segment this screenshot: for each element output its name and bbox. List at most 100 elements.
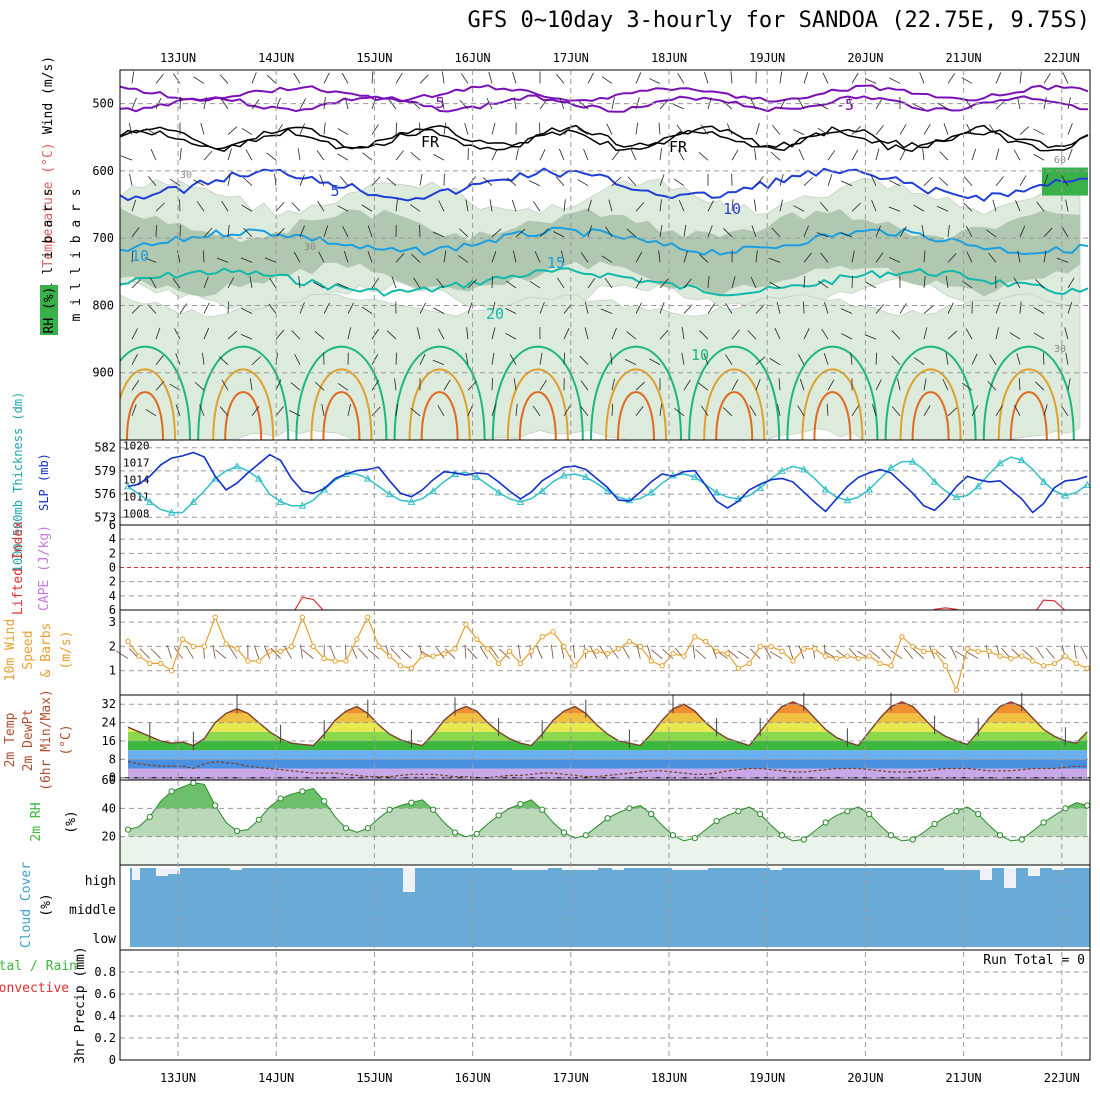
wind-barb — [1042, 352, 1045, 365]
cloud-gap — [168, 868, 180, 874]
wind-barb — [337, 383, 349, 391]
wind-barb — [241, 127, 253, 135]
wind-barb — [556, 73, 565, 84]
wind-barb — [700, 124, 709, 135]
wind10m-marker — [670, 651, 676, 657]
wind-barb — [771, 227, 781, 238]
rh2m-marker — [844, 808, 851, 815]
wind-barb — [965, 328, 973, 340]
wind-barb — [203, 227, 213, 238]
wind10m-barb — [694, 648, 706, 659]
wind-barb — [971, 405, 979, 416]
wind-barb — [563, 328, 570, 340]
wind-barb — [387, 330, 397, 340]
wind10m-marker — [365, 614, 371, 620]
wind-barb — [337, 128, 349, 135]
wind-barb — [433, 154, 445, 161]
wind-barb — [947, 302, 954, 314]
wind-barb — [872, 404, 877, 416]
temp-band — [128, 701, 1088, 705]
wind-barb — [779, 71, 783, 84]
contour-label: 5 — [330, 182, 339, 200]
wind-barb — [275, 228, 285, 238]
wind-barb — [677, 149, 685, 161]
wind10m-marker — [953, 687, 960, 693]
wind-barb — [245, 149, 253, 161]
wind-barb — [777, 403, 781, 416]
wind-barb — [203, 97, 207, 110]
wind-barb — [995, 148, 1000, 161]
wind-barb — [467, 176, 477, 186]
wind10m-barb — [263, 645, 271, 659]
rh2m-marker — [473, 830, 480, 837]
contour-diurnal-loop — [982, 345, 1075, 440]
wind-barb — [227, 330, 238, 340]
wind-barb — [561, 250, 565, 263]
wind10m-barb — [646, 645, 652, 659]
wind10m-marker — [190, 643, 197, 650]
wind10m-marker — [822, 653, 829, 659]
wind-barb — [659, 278, 669, 289]
wind-barb — [553, 231, 565, 238]
wind-barb — [626, 228, 637, 238]
wind-barb — [923, 275, 926, 289]
wind-barb — [203, 327, 210, 340]
precip-tick-label: 0.2 — [94, 1031, 116, 1045]
wind10m-marker — [757, 643, 763, 650]
wind-tick-label: 2 — [109, 639, 116, 653]
wind-barb — [489, 199, 493, 212]
contour-diurnal-loop — [911, 391, 950, 440]
wind10m-marker — [506, 648, 513, 654]
wind10m-marker — [1073, 660, 1080, 667]
cloud-gap — [612, 868, 624, 870]
date-label-top: 20JUN — [847, 51, 883, 65]
cloud-gap — [156, 868, 168, 876]
wind-barb — [266, 152, 277, 161]
wind-barb — [539, 122, 541, 135]
wind10m-barb — [518, 644, 521, 659]
wind10m-barb — [589, 646, 598, 659]
wind-barb — [966, 226, 973, 238]
wind-barb — [174, 328, 181, 340]
slp-tick-label: 1017 — [123, 457, 150, 470]
date-label-top: 19JUN — [749, 51, 785, 65]
wind10m-barb — [1035, 646, 1044, 659]
wind-barb — [995, 176, 1004, 186]
wind-barb — [410, 152, 421, 161]
wind10m-barb — [913, 648, 924, 659]
wind-barb — [678, 200, 685, 212]
wind-barb — [850, 352, 853, 365]
wind10m-barb — [692, 644, 696, 659]
wind-barb — [269, 277, 277, 289]
contour-diurnal-loop — [703, 368, 766, 440]
wind-barb — [148, 176, 157, 186]
wind-barb — [275, 97, 281, 110]
wind-barb — [219, 406, 229, 417]
wind-barb — [610, 352, 613, 365]
wind-barb — [1060, 405, 1069, 417]
wind-barb — [131, 97, 137, 110]
wind-barb — [314, 331, 325, 340]
contour-diurnal-loop — [688, 345, 781, 440]
wind10m-marker — [997, 653, 1003, 659]
wind-barb — [698, 253, 709, 263]
contour-label: -5 — [836, 96, 854, 114]
wind-barb — [683, 278, 692, 289]
wind-barb — [203, 150, 213, 161]
wind-barb — [337, 153, 349, 161]
contour-diurnal-loop — [393, 345, 486, 440]
wind-barb — [635, 122, 639, 135]
wind-barb — [155, 202, 165, 212]
wind-barb — [291, 330, 301, 340]
wind-barb — [683, 250, 688, 263]
wind10m-marker — [452, 646, 458, 652]
thickness-marker — [429, 486, 438, 494]
wind-barb — [723, 228, 733, 238]
lifted-index-line — [294, 596, 1066, 610]
wind-barb — [193, 179, 205, 187]
wind-barb — [635, 381, 645, 391]
wind10m-marker — [583, 648, 589, 654]
wind-barb — [923, 124, 931, 135]
rh2m-marker — [778, 832, 786, 839]
